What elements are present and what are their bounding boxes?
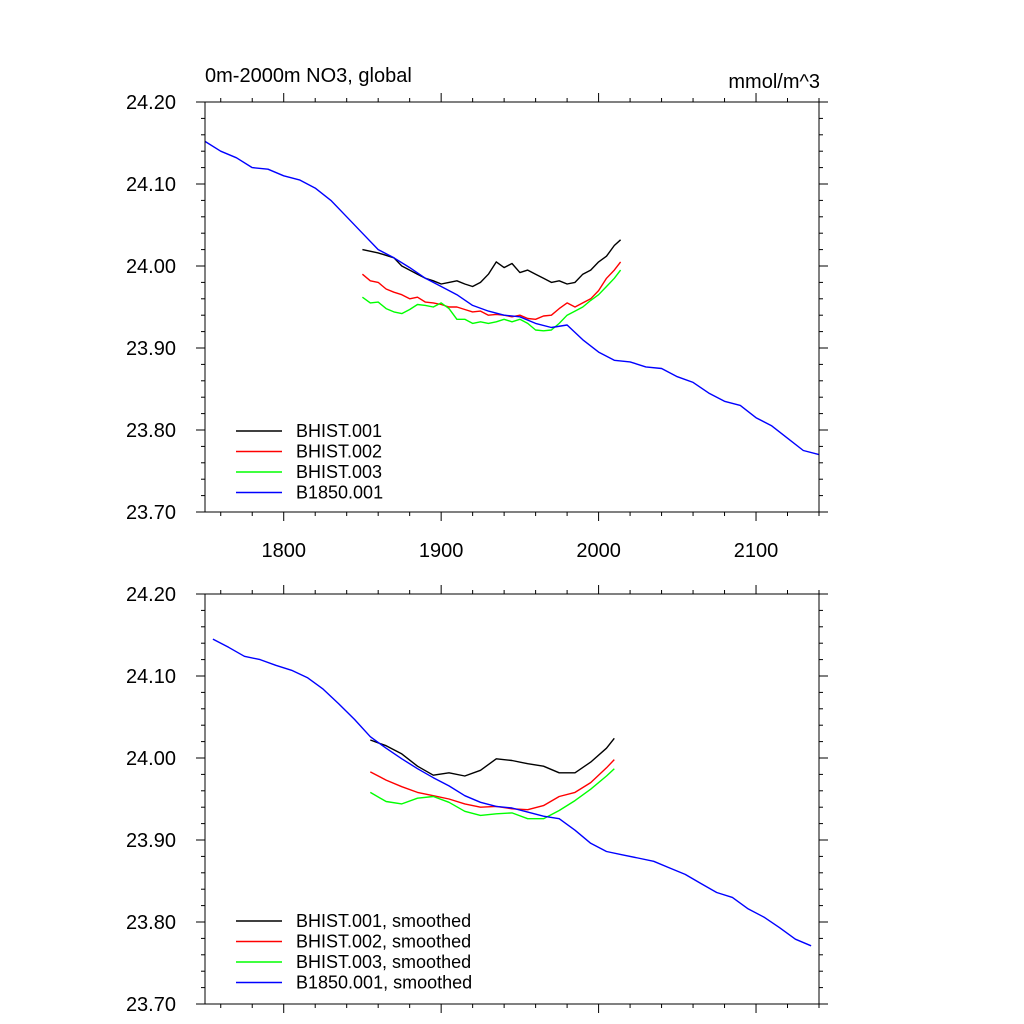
y-tick-label: 23.70 bbox=[126, 994, 176, 1016]
x-tick-label: 2000 bbox=[576, 540, 621, 562]
y-tick-label: 23.70 bbox=[126, 502, 176, 524]
y-tick-label: 23.90 bbox=[126, 338, 176, 360]
top-panel-title: 0m-2000m NO3, global bbox=[205, 65, 412, 87]
series-line-bhist-002 bbox=[361, 261, 622, 320]
y-tick-label: 23.80 bbox=[126, 912, 176, 934]
series-line-b1850-001 bbox=[204, 140, 820, 456]
y-tick-label: 23.80 bbox=[126, 420, 176, 442]
top-panel: 0m-2000m NO3, global mmol/m^3 23.70 23.80… bbox=[126, 65, 828, 562]
series-line-bhist-003 bbox=[361, 269, 622, 332]
legend-label: BHIST.002 bbox=[296, 442, 382, 462]
bottom-panel-series bbox=[212, 638, 812, 947]
x-tick-label: 2100 bbox=[734, 540, 779, 562]
y-tick-label: 24.20 bbox=[126, 584, 176, 606]
top-panel-series bbox=[204, 140, 820, 456]
y-tick-label: 23.90 bbox=[126, 830, 176, 852]
x-tick-label: 1800 bbox=[261, 540, 306, 562]
bottom-panel-ticks: 23.70 23.80 23.90 24.00 24.10 24.20 bbox=[126, 584, 828, 1016]
legend-label: BHIST.003, smoothed bbox=[296, 952, 471, 972]
top-panel-units: mmol/m^3 bbox=[728, 71, 820, 93]
legend-label: BHIST.001 bbox=[296, 421, 382, 441]
top-panel-ticks: 23.70 23.80 23.90 24.00 24.10 24.20 1800 1900 20… bbox=[126, 92, 828, 562]
series-line-b1850-001-smoothed bbox=[212, 638, 812, 947]
series-line-bhist-001 bbox=[362, 239, 622, 288]
bottom-panel-frame bbox=[204, 593, 820, 1005]
top-panel-frame bbox=[204, 101, 820, 513]
legend-label: B1850.001, smoothed bbox=[296, 973, 472, 993]
y-tick-label: 24.10 bbox=[126, 666, 176, 688]
bottom-panel: 23.70 23.80 23.90 24.00 24.10 24.20 BHIST.001… bbox=[126, 584, 828, 1016]
y-tick-label: 24.00 bbox=[126, 256, 176, 278]
series-line-bhist-001-smoothed bbox=[370, 737, 615, 777]
legend-label: BHIST.002, smoothed bbox=[296, 932, 471, 952]
x-tick-label: 1900 bbox=[419, 540, 464, 562]
legend-label: BHIST.003 bbox=[296, 462, 382, 482]
legend-label: B1850.001 bbox=[296, 483, 383, 503]
legend-label: BHIST.001, smoothed bbox=[296, 911, 471, 931]
y-tick-label: 24.20 bbox=[126, 92, 176, 114]
y-tick-label: 24.10 bbox=[126, 174, 176, 196]
y-tick-label: 24.00 bbox=[126, 748, 176, 770]
series-line-bhist-003-smoothed bbox=[369, 768, 615, 820]
